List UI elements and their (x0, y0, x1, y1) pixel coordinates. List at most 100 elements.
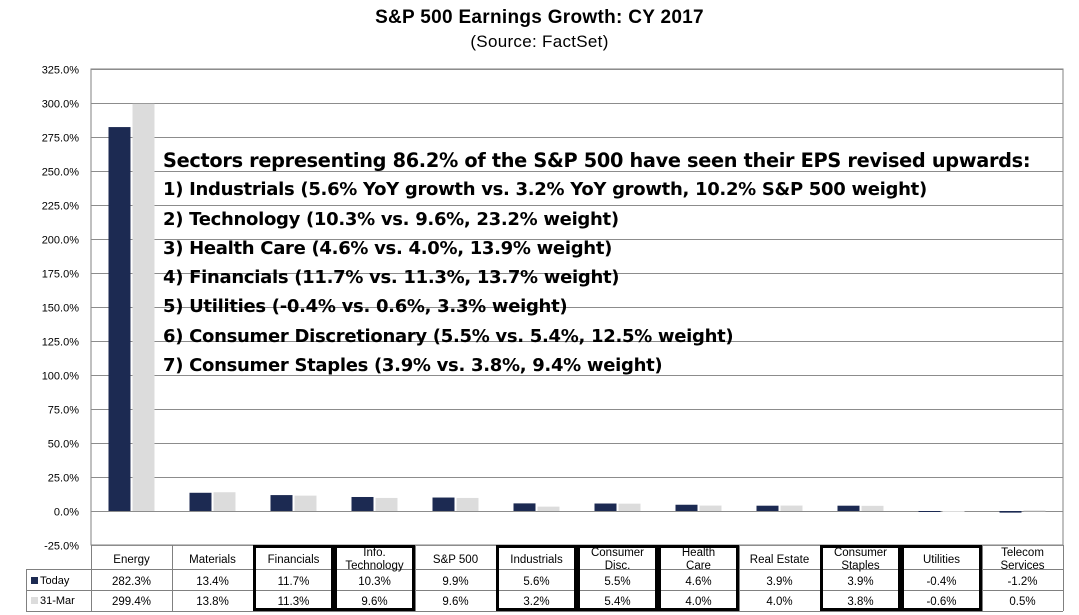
annotation-line-5: 5) Utilities (-0.4% vs. 0.6%, 3.3% weigh… (163, 296, 568, 318)
highlight-box (658, 545, 739, 611)
bar-31mar (294, 495, 317, 511)
y-tick-label: 275.0% (42, 133, 80, 145)
bar-today (189, 492, 212, 511)
data-label-31mar: 4.0% (685, 596, 711, 608)
category-label: Telecom (1001, 547, 1044, 559)
bar-today (432, 497, 455, 511)
bar-31mar (861, 505, 884, 511)
y-tick-label: 75.0% (48, 405, 79, 417)
annotation-headline: Sectors representing 86.2% of the S&P 50… (163, 149, 1031, 172)
data-label-31mar: 299.4% (112, 596, 151, 608)
data-label-today: -0.4% (926, 576, 956, 588)
data-label-today: 10.3% (358, 576, 391, 588)
highlight-box (577, 545, 658, 611)
legend-label-31mar: 31-Mar (40, 595, 75, 607)
highlight-box (496, 545, 577, 611)
category-label: Utilities (923, 554, 960, 566)
category-label: S&P 500 (433, 554, 478, 566)
data-label-31mar: 11.3% (278, 596, 310, 608)
data-label-31mar: 4.0% (766, 596, 792, 608)
bar-31mar (618, 503, 641, 511)
data-label-today: 4.6% (685, 576, 711, 588)
data-label-today: -1.2% (1007, 576, 1037, 588)
data-label-today: 5.6% (523, 576, 549, 588)
bar-today (513, 503, 536, 511)
category-label: Materials (189, 554, 236, 566)
annotation-line-2: 2) Technology (10.3% vs. 9.6%, 23.2% wei… (163, 208, 619, 230)
bar-31mar (942, 511, 965, 512)
annotation-line-4: 4) Financials (11.7% vs. 11.3%, 13.7% we… (163, 267, 620, 289)
bar-31mar (780, 505, 803, 511)
y-tick-label: 175.0% (42, 269, 80, 281)
bar-today (270, 495, 293, 511)
legend-key-today (31, 577, 38, 584)
legend-key-31mar (31, 597, 38, 604)
annotation-line-7: 7) Consumer Staples (3.9% vs. 3.8%, 9.4%… (163, 355, 663, 377)
data-label-31mar: 5.4% (604, 596, 630, 608)
category-label: Consumer (591, 547, 644, 559)
bar-31mar (537, 506, 560, 511)
highlight-box (334, 545, 415, 611)
bar-today (918, 511, 941, 512)
data-label-31mar: 0.5% (1009, 596, 1035, 608)
chart-title: S&P 500 Earnings Growth: CY 2017 (375, 7, 704, 28)
y-tick-label: 0.0% (54, 507, 79, 519)
category-label: Industrials (510, 554, 563, 566)
y-tick-label: 325.0% (42, 65, 80, 77)
bar-31mar (456, 497, 479, 511)
bar-today (756, 505, 779, 511)
y-tick-label: 300.0% (42, 99, 80, 111)
y-tick-label: 225.0% (42, 201, 80, 213)
bar-today (675, 504, 698, 511)
category-label: Info. (363, 547, 385, 559)
data-label-today: 282.3% (112, 576, 151, 588)
data-label-31mar: 9.6% (361, 596, 387, 608)
bar-today (594, 503, 617, 511)
y-tick-label: 150.0% (42, 303, 80, 315)
category-label: Consumer (834, 547, 887, 559)
data-label-31mar: 9.6% (442, 596, 468, 608)
y-tick-label: 25.0% (48, 473, 79, 485)
y-tick-label: 125.0% (42, 337, 80, 349)
data-label-today: 9.9% (442, 576, 468, 588)
category-label: Technology (345, 560, 403, 572)
data-label-31mar: -0.6% (926, 596, 956, 608)
bar-today (837, 505, 860, 511)
bar-today (108, 127, 131, 512)
bar-31mar (213, 492, 236, 511)
highlight-box (901, 545, 982, 611)
bar-31mar (375, 497, 398, 511)
data-label-today: 3.9% (847, 576, 873, 588)
bar-31mar (132, 103, 155, 511)
annotation-line-1: 1) Industrials (5.6% YoY growth vs. 3.2%… (163, 179, 927, 201)
highlight-box (820, 545, 901, 611)
category-label: Health (682, 547, 715, 559)
y-tick-label: 200.0% (42, 235, 80, 247)
bar-31mar (699, 505, 722, 511)
category-label: Staples (841, 560, 880, 572)
category-label: Financials (268, 554, 320, 566)
category-label: Disc. (605, 560, 631, 572)
legend-label-today: Today (40, 575, 70, 587)
chart-subtitle: (Source: FactSet) (470, 32, 609, 51)
data-label-31mar: 13.8% (196, 596, 229, 608)
annotation-line-3: 3) Health Care (4.6% vs. 4.0%, 13.9% wei… (163, 237, 613, 259)
bar-today (351, 496, 374, 511)
annotation-line-6: 6) Consumer Discretionary (5.5% vs. 5.4%… (163, 325, 734, 347)
category-label: Care (686, 560, 711, 572)
category-label: Energy (113, 554, 150, 566)
category-label: Real Estate (750, 554, 809, 566)
highlight-box (253, 545, 334, 611)
y-tick-label: 250.0% (42, 167, 80, 179)
y-tick-label: -25.0% (44, 541, 79, 553)
category-label: Services (1000, 560, 1044, 572)
data-label-today: 5.5% (604, 576, 630, 588)
data-label-today: 13.4% (196, 576, 229, 588)
annotation-box: Sectors representing 86.2% of the S&P 50… (163, 146, 1031, 380)
bar-31mar (1023, 510, 1046, 512)
data-label-31mar: 3.2% (523, 596, 549, 608)
data-label-31mar: 3.8% (847, 596, 873, 608)
y-tick-label: 100.0% (42, 371, 80, 383)
data-label-today: 3.9% (766, 576, 792, 588)
